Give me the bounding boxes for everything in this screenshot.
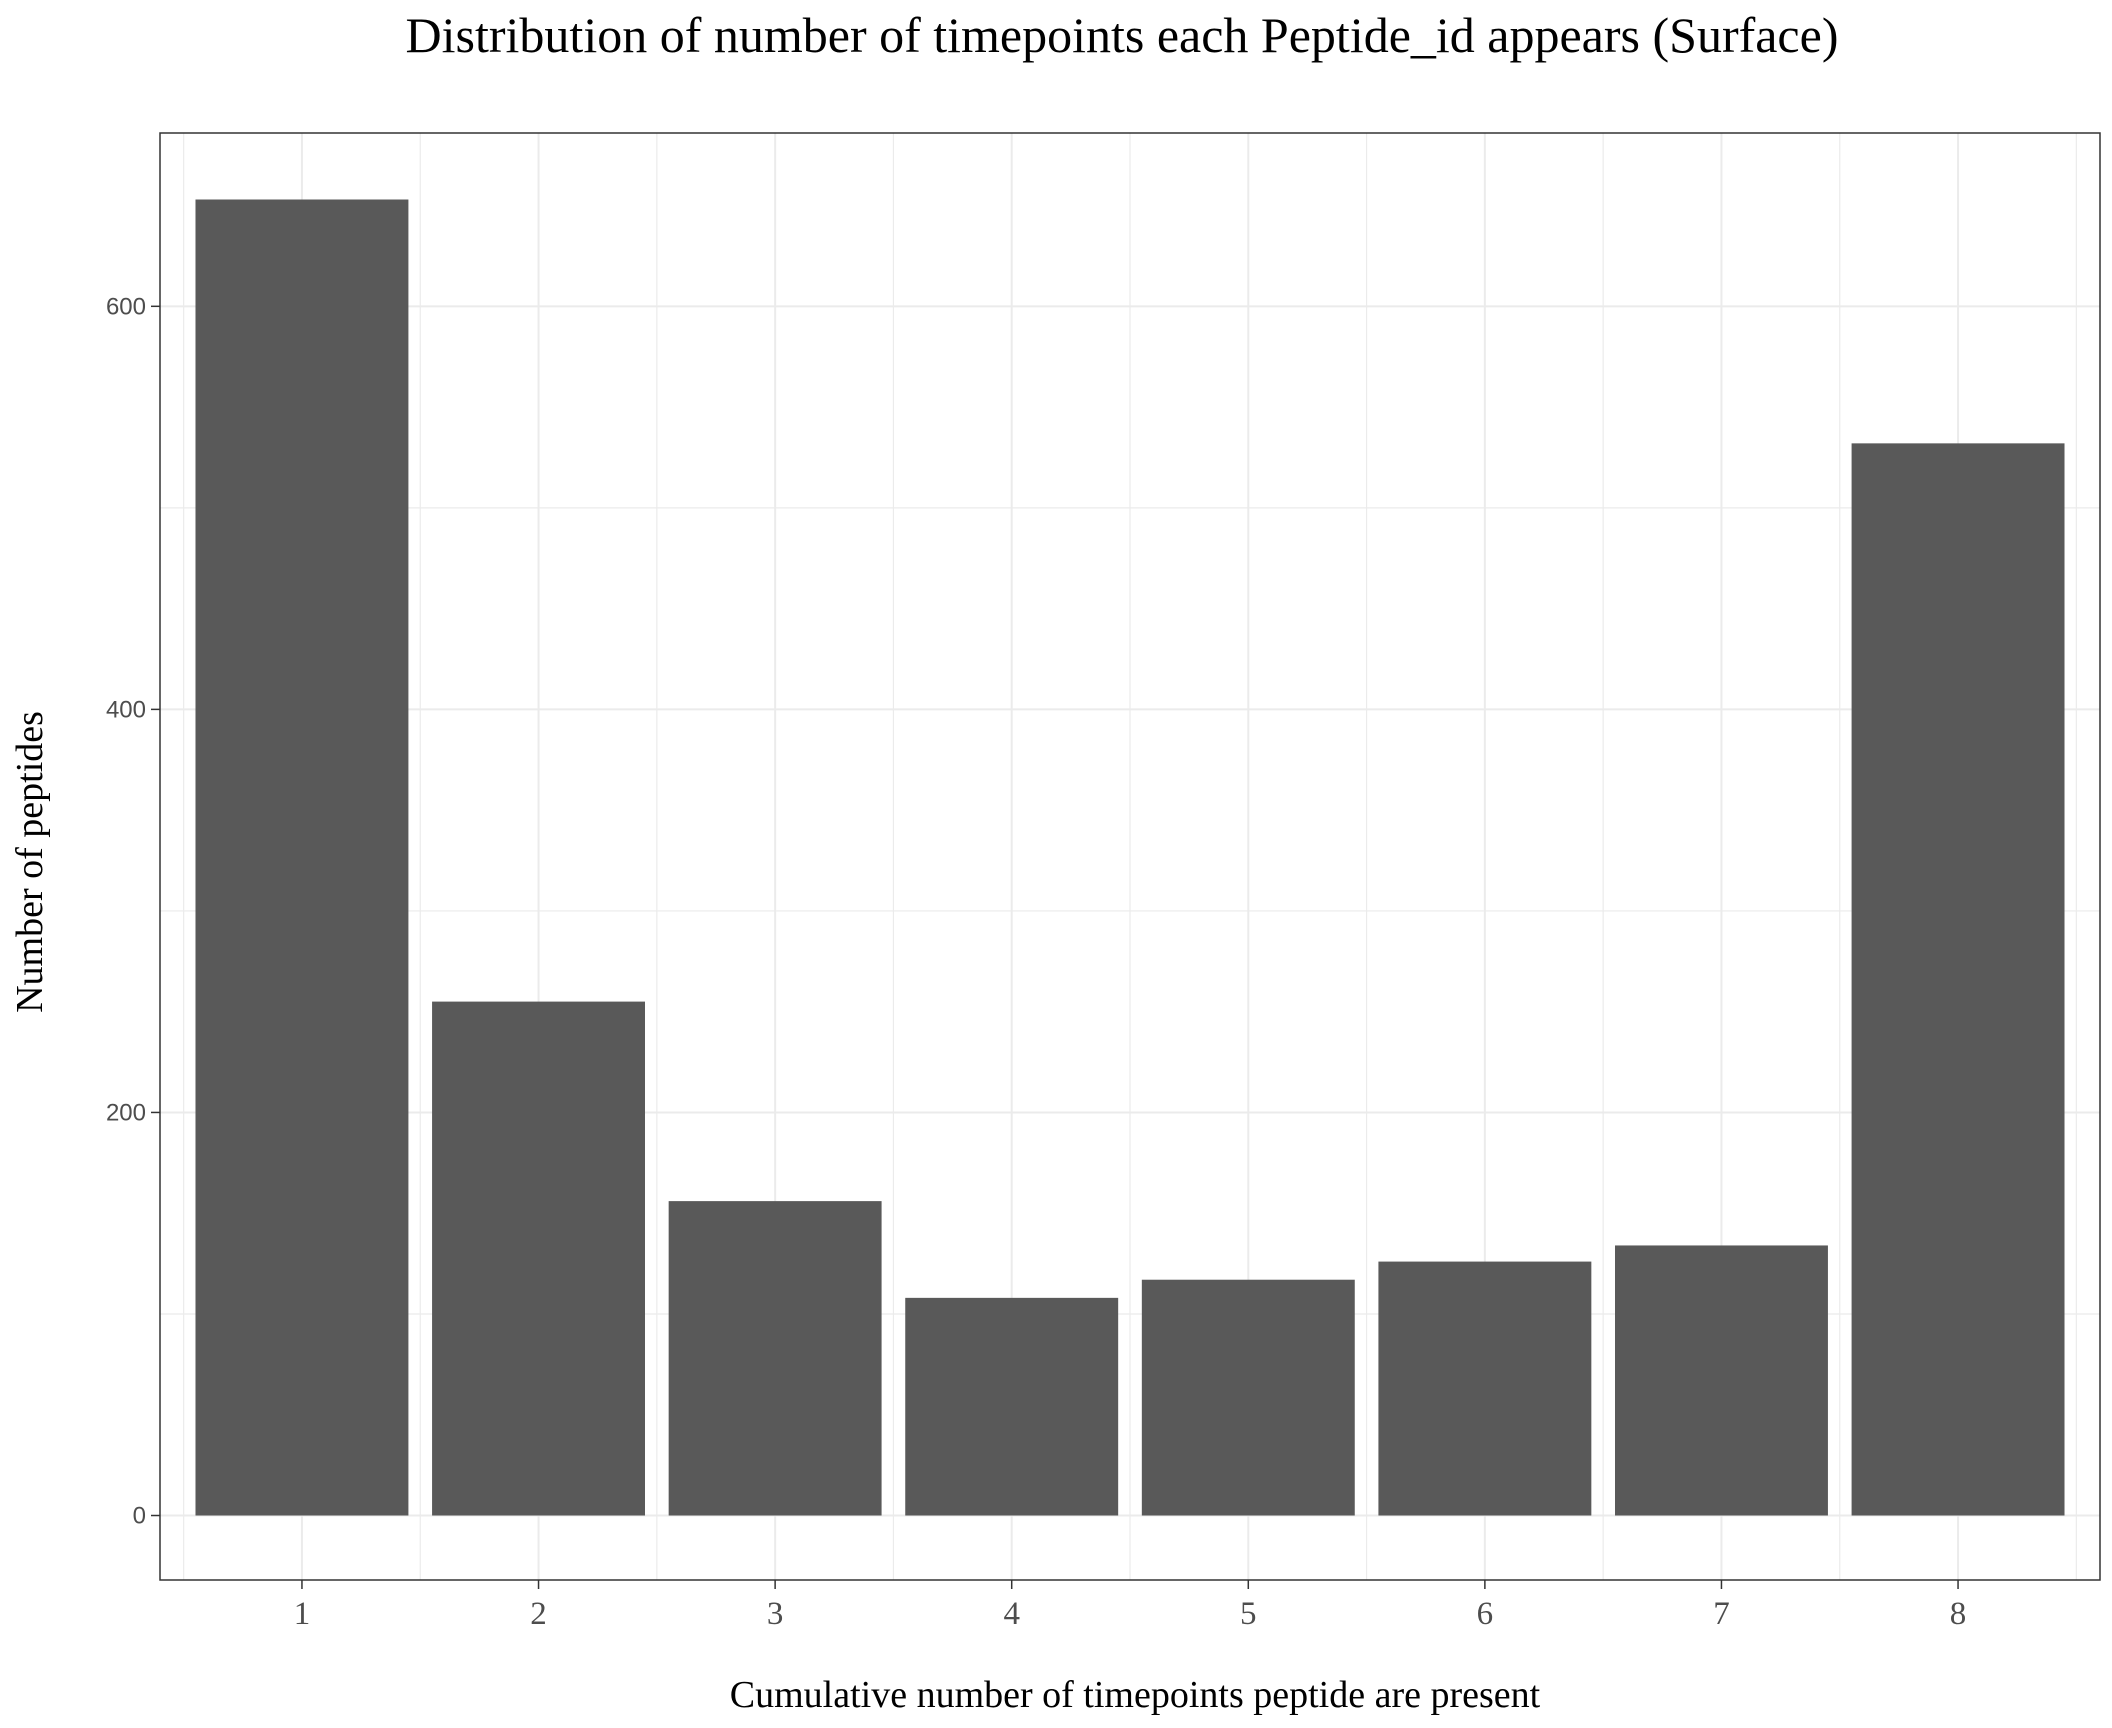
y-axis-ticks: 0 200 400 600 — [106, 293, 160, 1530]
bar-2 — [432, 1001, 645, 1516]
x-tick-label: 1 — [294, 1596, 311, 1632]
y-axis-title: Number of peptides — [9, 711, 51, 1013]
x-tick-label: 2 — [530, 1596, 547, 1632]
x-axis-ticks: 1 2 3 4 5 6 7 8 — [294, 1580, 1967, 1632]
x-tick-label: 4 — [1003, 1596, 1020, 1632]
bar-4 — [905, 1297, 1119, 1516]
bar-7 — [1615, 1245, 1828, 1516]
x-tick-label: 5 — [1240, 1596, 1257, 1632]
bar-1 — [195, 199, 409, 1516]
bar-6 — [1378, 1261, 1592, 1516]
panel-border — [159, 132, 2101, 1581]
chart-title: Distribution of number of timepoints eac… — [406, 7, 1839, 63]
bar-3 — [668, 1201, 882, 1516]
bar-8 — [1851, 443, 2065, 1516]
x-tick-label: 3 — [767, 1596, 784, 1632]
bars — [195, 199, 2065, 1516]
x-axis-title: Cumulative number of timepoints peptide … — [730, 1674, 1541, 1716]
y-tick-label: 200 — [106, 1099, 146, 1126]
bar-5 — [1141, 1279, 1355, 1516]
x-tick-label: 8 — [1950, 1596, 1967, 1632]
y-tick-label: 0 — [133, 1503, 146, 1530]
x-tick-label: 7 — [1713, 1596, 1730, 1632]
x-tick-label: 6 — [1477, 1596, 1494, 1632]
y-tick-label: 600 — [106, 293, 146, 320]
y-tick-label: 400 — [106, 696, 146, 723]
